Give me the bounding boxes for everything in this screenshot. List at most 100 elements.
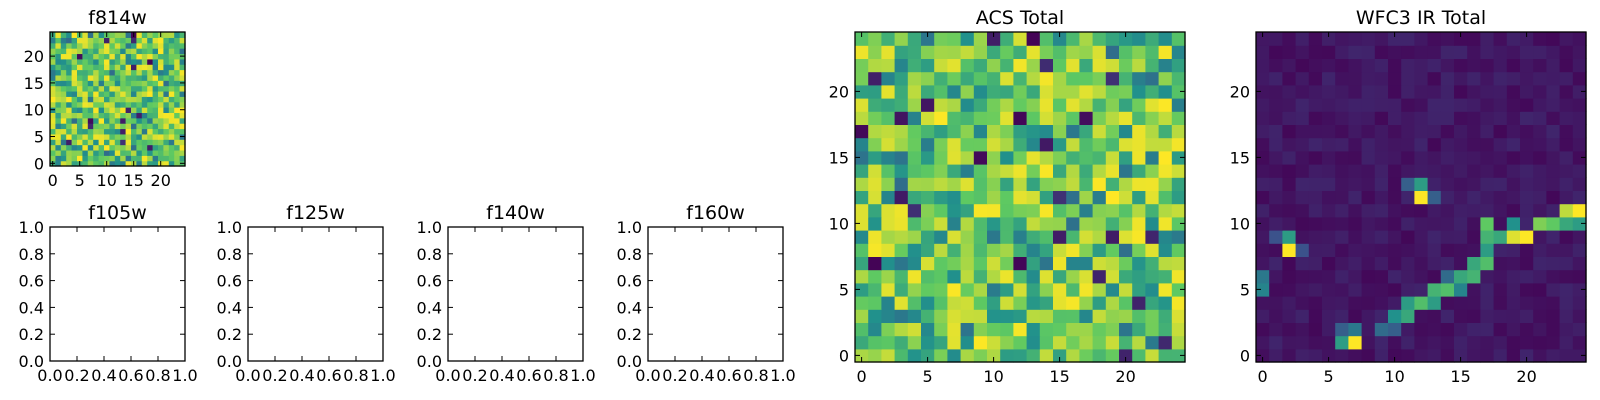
heatmap-cell xyxy=(87,133,94,140)
heatmap-cell xyxy=(1322,243,1336,257)
heatmap-cell xyxy=(987,230,1001,244)
heatmap-cell xyxy=(55,101,62,108)
heatmap-cell xyxy=(179,69,186,76)
heatmap-cell xyxy=(163,123,170,130)
heatmap-cell xyxy=(1348,58,1363,73)
heatmap-cell xyxy=(158,155,164,162)
heatmap-cell xyxy=(1013,243,1028,257)
heatmap-cell xyxy=(921,230,935,244)
heatmap-cell xyxy=(987,58,1001,73)
heatmap-cell xyxy=(1559,243,1574,257)
heatmap-cell xyxy=(93,42,100,49)
heatmap-cell xyxy=(104,85,110,92)
heatmap-cell xyxy=(82,90,89,97)
heatmap-cell xyxy=(55,128,62,135)
heatmap-cell xyxy=(987,137,1001,152)
heatmap-cell xyxy=(120,74,127,81)
heatmap-cell xyxy=(1105,164,1120,178)
heatmap-cell xyxy=(1308,230,1323,244)
heatmap-cell xyxy=(120,123,127,130)
heatmap-cell xyxy=(168,48,175,55)
heatmap-cell xyxy=(136,58,143,65)
heatmap-cell xyxy=(109,32,116,38)
heatmap-cell xyxy=(152,112,159,119)
heatmap-cell xyxy=(147,53,154,60)
heatmap-cell xyxy=(1520,256,1534,271)
heatmap-cell xyxy=(1079,111,1094,125)
heatmap-cell xyxy=(98,32,105,38)
axes-frame xyxy=(49,226,186,362)
heatmap-cell xyxy=(881,322,896,337)
heatmap-cell xyxy=(921,256,935,271)
heatmap-cell xyxy=(868,58,882,73)
heatmap-cell xyxy=(1480,309,1495,323)
heatmap-cell xyxy=(1467,58,1481,73)
heatmap-cell xyxy=(1039,124,1054,139)
heatmap-cell xyxy=(1013,282,1028,297)
heatmap-cell xyxy=(125,149,132,156)
heatmap-cell xyxy=(1079,177,1094,191)
heatmap-cell xyxy=(1388,269,1402,284)
heatmap-cell xyxy=(1171,216,1186,231)
x-tick-label: 0.4 xyxy=(689,366,714,385)
heatmap-cell xyxy=(87,80,94,87)
heatmap-cell xyxy=(55,149,62,156)
heatmap-cell xyxy=(934,71,948,86)
heatmap-cell xyxy=(125,112,132,119)
heatmap-cell xyxy=(82,85,89,92)
heatmap-cell xyxy=(77,74,83,81)
heatmap-cell xyxy=(960,58,975,73)
heatmap-cell xyxy=(109,58,116,65)
heatmap-cell xyxy=(1308,216,1323,231)
heatmap-cell xyxy=(1256,45,1270,59)
heatmap-cell xyxy=(1132,58,1146,73)
heatmap-cell xyxy=(1295,269,1310,284)
heatmap-cell xyxy=(1322,98,1336,112)
heatmap-cell xyxy=(855,111,869,125)
heatmap-cell xyxy=(987,335,1001,350)
heatmap-cell xyxy=(1388,164,1402,178)
heatmap-cell xyxy=(1322,269,1336,284)
heatmap-cell xyxy=(1053,84,1067,99)
heatmap-cell xyxy=(1374,71,1389,86)
heatmap-cell xyxy=(1013,111,1028,125)
heatmap-cell xyxy=(1454,243,1468,257)
heatmap-cell xyxy=(1559,164,1574,178)
heatmap-cell xyxy=(87,37,94,44)
heatmap-cell xyxy=(934,190,948,205)
heatmap-cell xyxy=(147,117,154,124)
heatmap-cell xyxy=(987,269,1001,284)
heatmap-cell xyxy=(907,243,922,257)
heatmap-cell xyxy=(1119,216,1133,231)
heatmap-cell xyxy=(1256,243,1270,257)
heatmap-cell xyxy=(1013,309,1028,323)
x-tick-label: 0.4 xyxy=(489,366,514,385)
y-tick-label: 0.2 xyxy=(217,325,242,344)
heatmap-cell xyxy=(93,107,100,113)
heatmap-cell xyxy=(1256,58,1270,73)
heatmap-cell xyxy=(947,203,962,218)
heatmap-cell xyxy=(136,117,143,124)
heatmap-cell xyxy=(907,150,922,165)
heatmap-cell xyxy=(1520,177,1534,191)
heatmap-cell xyxy=(1335,230,1349,244)
heatmap-cell xyxy=(1467,335,1481,350)
heatmap-cell xyxy=(855,296,869,310)
heatmap-cell xyxy=(120,107,127,113)
heatmap-cell xyxy=(1053,98,1067,112)
heatmap-cell xyxy=(66,149,73,156)
heatmap-cell xyxy=(1171,150,1186,165)
heatmap-cell xyxy=(881,335,896,350)
heatmap-cell xyxy=(168,123,175,130)
heatmap-cell xyxy=(152,133,159,140)
heatmap-cell xyxy=(1308,71,1323,86)
heatmap-cell xyxy=(1145,111,1160,125)
heatmap-cell xyxy=(1454,137,1468,152)
heatmap-cell xyxy=(1000,124,1014,139)
heatmap-cell xyxy=(1053,150,1067,165)
heatmap-cell xyxy=(174,123,181,130)
heatmap-cell xyxy=(1559,282,1574,297)
heatmap-cell xyxy=(881,190,896,205)
heatmap-cell xyxy=(1520,348,1534,363)
heatmap-cell xyxy=(1480,203,1495,218)
